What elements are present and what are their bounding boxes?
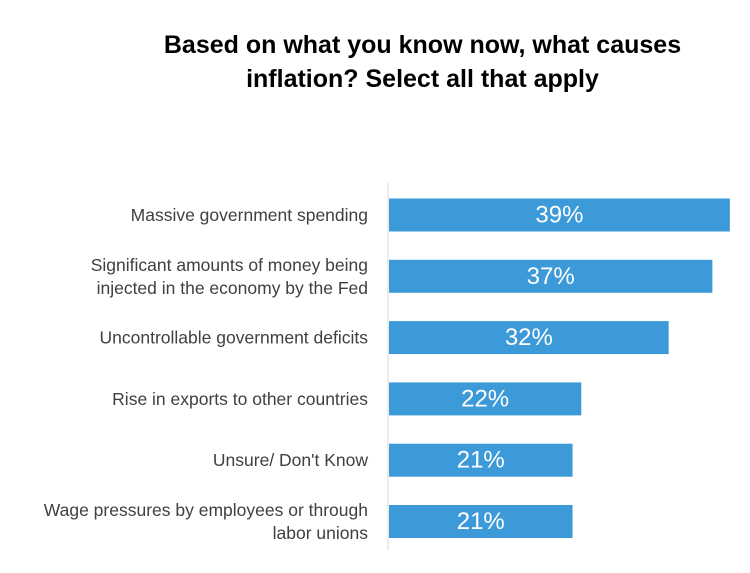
- bar-value-label: 39%: [535, 202, 583, 229]
- chart-title-line-2: inflation? Select all that apply: [246, 65, 599, 93]
- bar: [389, 198, 730, 232]
- category-label: injected in the economy by the Fed: [97, 278, 368, 298]
- category-label: Rise in exports to other countries: [112, 389, 368, 409]
- bar-value-label: 32%: [505, 324, 553, 351]
- chart-title-line-1: Based on what you know now, what causes: [163, 31, 682, 59]
- chart-title: Based on what you know now, what causes …: [0, 28, 750, 96]
- bar-value-label: 22%: [461, 385, 509, 412]
- bar: [389, 382, 582, 416]
- bar: [389, 321, 669, 355]
- bar: [389, 259, 713, 293]
- category-label: Uncontrollable government deficits: [100, 328, 369, 348]
- category-label: Unsure/ Don't Know: [213, 450, 368, 470]
- bar-value-label: 21%: [457, 447, 505, 474]
- bar: [389, 505, 573, 538]
- category-label: Wage pressures by employees or through: [44, 500, 368, 520]
- category-label: labor unions: [273, 523, 369, 543]
- bar-value-label: 37%: [527, 263, 575, 290]
- bar-value-label: 21%: [457, 508, 505, 535]
- bar: [389, 443, 573, 477]
- category-label: Significant amounts of money being: [91, 255, 368, 275]
- category-label: Massive government spending: [131, 205, 368, 225]
